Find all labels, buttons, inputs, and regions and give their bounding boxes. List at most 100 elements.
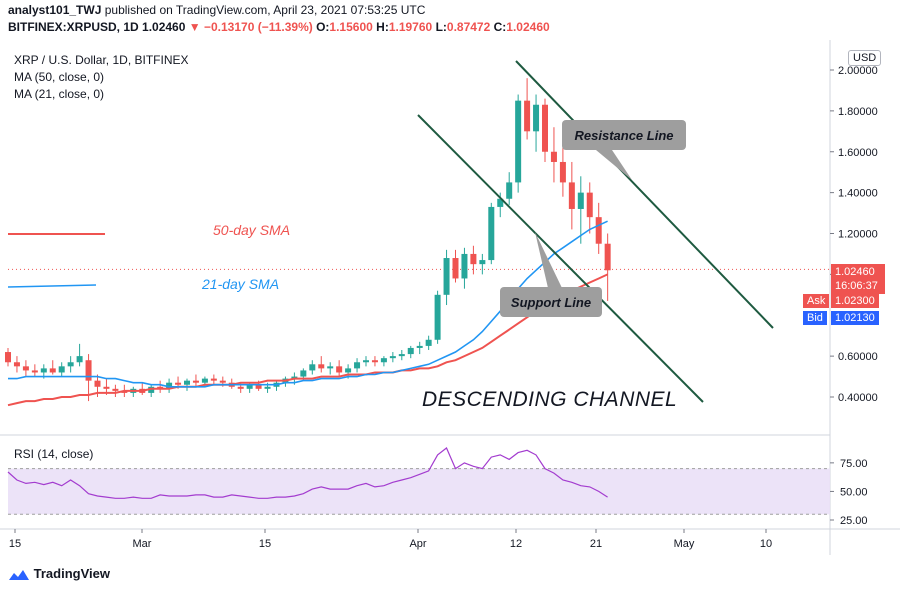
candle-body [49,368,56,373]
candle-body [434,294,441,340]
candle-body [345,368,352,373]
candle-body [175,382,182,385]
high-label: H: [376,20,389,34]
resistance-callout[interactable] [562,120,686,150]
candle-body [148,386,155,393]
candle-body [291,376,298,379]
close-value: 1.02460 [506,20,550,34]
candle-body [416,345,423,348]
chart-legend: XRP / U.S. Dollar, 1D, BITFINEX MA (50, … [14,52,189,103]
time-tick-label: Mar [133,538,152,550]
tradingview-brand: TradingView [33,566,110,581]
candle-body [327,366,334,369]
candle-body [533,104,540,132]
candle-body [470,253,477,265]
resistance-callout-text: Resistance Line [575,128,674,143]
time-axis[interactable]: 15 Mar 15 Apr 12 21 May 10 [9,529,772,550]
last-price-value: 1.02460 [835,266,875,278]
candle-body [443,258,450,295]
candle-body [13,362,20,367]
sma21-legend-line [7,284,97,288]
candle-body [524,100,531,132]
price-change: ▼ −0.13170 (−11.39%) [188,20,313,34]
candle-body [354,362,361,369]
candle-body [318,364,325,369]
rsi-legend[interactable]: RSI (14, close) [14,447,94,461]
low-value: 0.87472 [446,20,491,34]
rsi-line [7,447,608,499]
bar-countdown: 16:06:37 [835,280,878,292]
time-tick-label: 10 [760,538,772,550]
candle-body [112,388,119,391]
price-chart[interactable]: 50-day SMA 21-day SMA Resistance Line Su… [0,40,900,560]
candle-body [309,364,316,371]
sma21-annotation: 21-day SMA [201,276,279,292]
tradingview-logo[interactable]: TradingView [8,566,110,582]
candle-body [22,366,29,371]
candle-body [389,356,396,359]
candle-body [5,352,11,363]
time-tick-label: 21 [590,538,602,550]
candle-body [380,358,387,363]
candle-body [479,260,486,265]
candle-body [363,360,369,363]
legend-title: XRP / U.S. Dollar, 1D, BITFINEX [14,53,189,67]
rsi-tick-label: 50.00 [840,486,868,498]
candle-body [461,253,468,279]
time-tick-label: 15 [259,538,271,550]
legend-ma50[interactable]: MA (50, close, 0) [14,70,105,84]
candle-body [497,198,504,207]
open-label: O: [316,20,330,34]
symbol-name: BITFINEX:XRPUSD, 1D [8,20,139,34]
publish-header: analyst101_TWJ published on TradingView.… [8,3,425,17]
ohlc-header: BITFINEX:XRPUSD, 1D 1.02460 ▼ −0.13170 (… [8,20,550,34]
support-callout-text: Support Line [511,295,591,310]
high-value: 1.19760 [388,20,433,34]
candle-body [336,366,343,373]
price-tick-label: 1.40000 [838,188,878,200]
candle-body [219,380,226,383]
ask-label: Ask [803,294,830,308]
candle-body [559,161,566,183]
candle-body [31,370,38,373]
time-tick-label: Apr [409,538,426,550]
candle-body [67,362,74,367]
publish-info: published on TradingView.com, April 23, … [104,3,426,17]
candle-body [407,347,414,355]
price-tick-label: 0.40000 [838,392,878,404]
candle-body [398,354,405,357]
last-price-tag: 1.02460 16:06:37 [831,264,885,294]
low-label: L: [435,20,447,34]
resistance-channel-line[interactable] [515,60,774,329]
legend-ma21[interactable]: MA (21, close, 0) [14,87,105,101]
candle-body [550,151,557,162]
ma50-line [7,273,609,407]
currency-button[interactable]: USD [848,50,882,66]
price-tick-label: 1.60000 [838,147,878,159]
bid-label: Bid [803,311,827,325]
rsi-tick-label: 25.00 [840,515,868,527]
rsi-axis[interactable]: 75.00 50.00 25.00 [830,458,868,527]
candle-body [264,386,271,389]
candle-body [488,206,495,261]
candle-body [506,182,513,199]
support-callout-pointer [535,232,562,288]
candle-body [371,360,378,363]
candle-body [210,378,217,381]
resistance-callout-pointer [596,150,632,180]
price-axis[interactable]: 2.000001.800001.600001.400001.200001.000… [830,65,878,404]
candle-body [166,382,173,389]
price-tick-label: 1.20000 [838,229,878,241]
candle-body [94,380,101,387]
candle-body [246,384,253,389]
open-value: 1.15600 [329,20,373,34]
candle-body [515,100,522,183]
candle-body [452,258,459,279]
time-tick-label: 15 [9,538,21,550]
author-name[interactable]: analyst101_TWJ [8,3,102,17]
ask-price-tag: 1.02300 [831,294,879,308]
support-callout[interactable] [500,287,602,317]
candle-body [568,182,575,209]
candle-body [577,192,584,209]
support-channel-line[interactable] [417,114,704,403]
